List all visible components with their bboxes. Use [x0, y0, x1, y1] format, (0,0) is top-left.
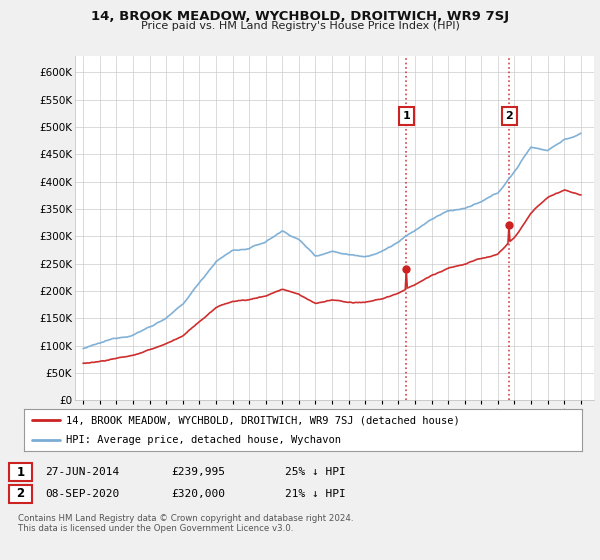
Text: Contains HM Land Registry data © Crown copyright and database right 2024.
This d: Contains HM Land Registry data © Crown c…	[18, 514, 353, 534]
Text: £239,995: £239,995	[171, 467, 225, 477]
Text: Price paid vs. HM Land Registry's House Price Index (HPI): Price paid vs. HM Land Registry's House …	[140, 21, 460, 31]
Text: 1: 1	[16, 465, 25, 479]
Text: 14, BROOK MEADOW, WYCHBOLD, DROITWICH, WR9 7SJ: 14, BROOK MEADOW, WYCHBOLD, DROITWICH, W…	[91, 10, 509, 23]
Text: HPI: Average price, detached house, Wychavon: HPI: Average price, detached house, Wych…	[66, 435, 341, 445]
Text: 27-JUN-2014: 27-JUN-2014	[45, 467, 119, 477]
Text: 25% ↓ HPI: 25% ↓ HPI	[285, 467, 346, 477]
Text: 1: 1	[403, 111, 410, 121]
Text: 2: 2	[16, 487, 25, 501]
Text: £320,000: £320,000	[171, 489, 225, 499]
Text: 2: 2	[505, 111, 513, 121]
Text: 21% ↓ HPI: 21% ↓ HPI	[285, 489, 346, 499]
Text: 08-SEP-2020: 08-SEP-2020	[45, 489, 119, 499]
Text: 14, BROOK MEADOW, WYCHBOLD, DROITWICH, WR9 7SJ (detached house): 14, BROOK MEADOW, WYCHBOLD, DROITWICH, W…	[66, 415, 460, 425]
